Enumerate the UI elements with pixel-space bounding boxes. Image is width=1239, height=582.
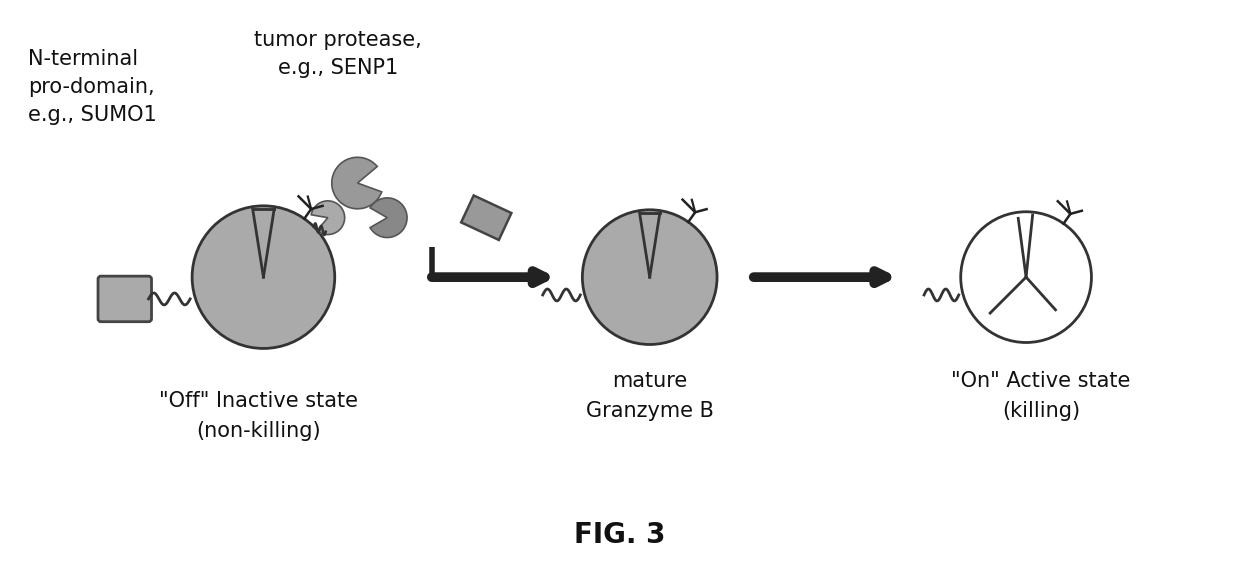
Circle shape (582, 210, 717, 345)
Polygon shape (461, 196, 512, 240)
Wedge shape (311, 201, 344, 235)
Text: tumor protease,
e.g., SENP1: tumor protease, e.g., SENP1 (254, 30, 421, 77)
Text: mature
Granzyme B: mature Granzyme B (586, 371, 714, 421)
Wedge shape (332, 157, 382, 209)
Circle shape (960, 212, 1092, 342)
FancyBboxPatch shape (98, 276, 151, 322)
Text: "Off" Inactive state
(non-killing): "Off" Inactive state (non-killing) (159, 391, 358, 441)
Text: N-terminal
pro-domain,
e.g., SUMO1: N-terminal pro-domain, e.g., SUMO1 (27, 49, 156, 125)
Text: FIG. 3: FIG. 3 (574, 521, 665, 549)
Circle shape (192, 206, 335, 349)
Wedge shape (370, 198, 408, 237)
Text: "On" Active state
(killing): "On" Active state (killing) (952, 371, 1131, 421)
